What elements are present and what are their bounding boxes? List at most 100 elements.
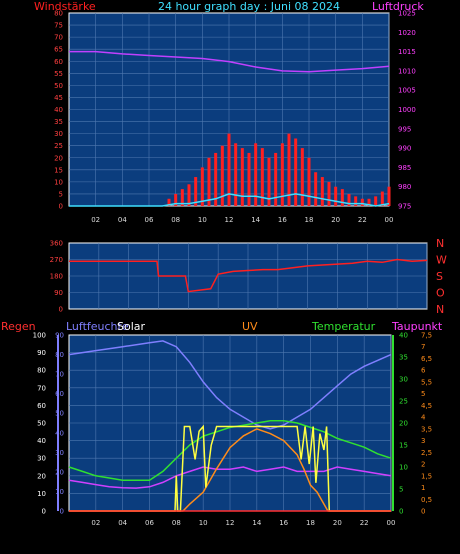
uv-axis-title: UV	[242, 320, 258, 333]
humidity-tick-label: 60	[55, 390, 64, 398]
x-tick-label: 14	[251, 216, 260, 224]
humidity-line	[68, 340, 392, 430]
wind-tick-label: 60	[54, 58, 63, 66]
compass-tick-label: N	[436, 303, 444, 316]
humidity-tick-label: 80	[55, 351, 64, 359]
humidity-tick-label: 20	[55, 468, 64, 476]
rain-tick-label: 30	[37, 455, 46, 463]
temperature-tick-label: 5	[399, 486, 403, 494]
rain-tick-label: 40	[37, 437, 46, 445]
rain-tick-label: 70	[37, 384, 46, 392]
pressure-tick-label: 1000	[398, 106, 416, 114]
humidity-tick-label: 90	[55, 332, 64, 340]
climate-series	[68, 340, 392, 512]
rain-axis-ticks: 0 10 20 30 40 50 60 70 80 90 100	[33, 332, 46, 516]
x-tick-label: 14	[252, 519, 261, 527]
direction-tick-label: 0	[59, 306, 63, 314]
temperature-tick-label: 30	[399, 376, 408, 384]
temperature-tick-label: 20	[399, 420, 408, 428]
humidity-tick-label: 0	[60, 508, 64, 516]
uv-tick-label: 7,5	[421, 332, 432, 340]
direction-tick-label: 90	[54, 289, 63, 297]
wind-tick-label: 45	[54, 94, 63, 102]
x-tick-label: 22	[358, 216, 367, 224]
rain-tick-label: 60	[37, 402, 46, 410]
gust-line	[69, 193, 390, 207]
temperature-tick-label: 40	[399, 332, 408, 340]
pressure-tick-label: 1010	[398, 67, 416, 75]
x-tick-label: 12	[225, 216, 234, 224]
x-tick-label: 06	[145, 216, 154, 224]
pressure-tick-label: 995	[398, 125, 411, 133]
wind-series	[69, 50, 391, 207]
x-tick-label: 18	[305, 216, 314, 224]
x-tick-label: 02	[91, 519, 100, 527]
temperature-axis-title: Temperatur	[311, 320, 376, 333]
wind-tick-label: 50	[54, 82, 63, 90]
wind-axis-title: Windstärke	[34, 0, 96, 13]
humidity-tick-label: 30	[55, 449, 64, 457]
uv-tick-label: 4,5	[421, 402, 432, 410]
direction-series	[69, 258, 428, 293]
uv-line	[69, 428, 391, 512]
compass-tick-label: N	[436, 237, 444, 250]
humidity-axis-title: Luftfeuchte	[66, 320, 129, 333]
uv-tick-label: 6	[421, 367, 426, 375]
climate-x-ticks: 02 04 06 08 10 12 14 16 18 20 22 00	[91, 519, 395, 527]
uv-tick-label: 1,5	[421, 472, 432, 480]
x-tick-label: 22	[360, 519, 369, 527]
wind-tick-label: 70	[54, 34, 63, 42]
temperature-tick-label: 0	[399, 508, 403, 516]
x-tick-label: 20	[333, 519, 342, 527]
wind-tick-label: 80	[54, 10, 63, 18]
wind-axis-ticks: 0 5 10 15 20 25 30 35 40 45 50 55 60 65 70 75 80	[54, 10, 63, 211]
x-tick-label: 06	[145, 519, 154, 527]
x-tick-label: 18	[306, 519, 315, 527]
uv-tick-label: 2	[421, 461, 425, 469]
uv-tick-label: 7	[421, 343, 425, 351]
uv-tick-label: 6,5	[421, 355, 432, 363]
x-tick-label: 16	[279, 519, 288, 527]
pressure-tick-label: 990	[398, 145, 411, 153]
uv-tick-label: 2,5	[421, 449, 432, 457]
pressure-tick-label: 1020	[398, 29, 416, 37]
pressure-tick-label: 1025	[398, 10, 416, 18]
direction-tick-label: 360	[50, 240, 63, 248]
x-tick-label: 00	[385, 216, 394, 224]
x-tick-label: 00	[387, 519, 396, 527]
rain-tick-label: 20	[37, 472, 46, 480]
wind-tick-label: 5	[59, 190, 63, 198]
uv-tick-label: 1	[421, 484, 425, 492]
temperature-tick-label: 35	[399, 354, 408, 362]
pressure-tick-label: 975	[398, 203, 411, 211]
uv-tick-label: 5,5	[421, 378, 432, 386]
x-tick-label: 20	[331, 216, 340, 224]
humidity-tick-label: 70	[55, 371, 64, 379]
rain-tick-label: 80	[37, 367, 46, 375]
rain-tick-label: 10	[37, 490, 46, 498]
uv-tick-label: 0,5	[421, 496, 432, 504]
uv-tick-label: 3,5	[421, 425, 432, 433]
pressure-line	[69, 50, 390, 73]
temperature-tick-label: 10	[399, 464, 408, 472]
rain-tick-label: 90	[37, 349, 46, 357]
wind-tick-label: 40	[54, 106, 63, 114]
x-tick-label: 04	[118, 216, 127, 224]
pressure-tick-label: 980	[398, 183, 411, 191]
direction-tick-label: 270	[50, 256, 63, 264]
x-tick-label: 08	[171, 216, 180, 224]
wind-tick-label: 75	[54, 22, 63, 30]
humidity-tick-label: 10	[55, 488, 64, 496]
wind-tick-label: 65	[54, 46, 63, 54]
rain-tick-label: 0	[42, 508, 46, 516]
temperature-axis-ticks: 0 5 10 15 20 25 30 35 40	[392, 332, 408, 516]
pressure-tick-label: 1015	[398, 48, 416, 56]
uv-axis-ticks: 0 0,5 1 1,5 2 2,5 3 3,5 4 4,5 5 5,5 6 6,5 7 7,5	[421, 332, 432, 516]
solar-axis-title: Solar	[117, 320, 146, 333]
compass-tick-label: S	[436, 270, 443, 283]
dewpoint-axis-title: Taupunkt	[391, 320, 443, 333]
wind-tick-label: 15	[54, 166, 63, 174]
x-tick-label: 12	[226, 519, 235, 527]
